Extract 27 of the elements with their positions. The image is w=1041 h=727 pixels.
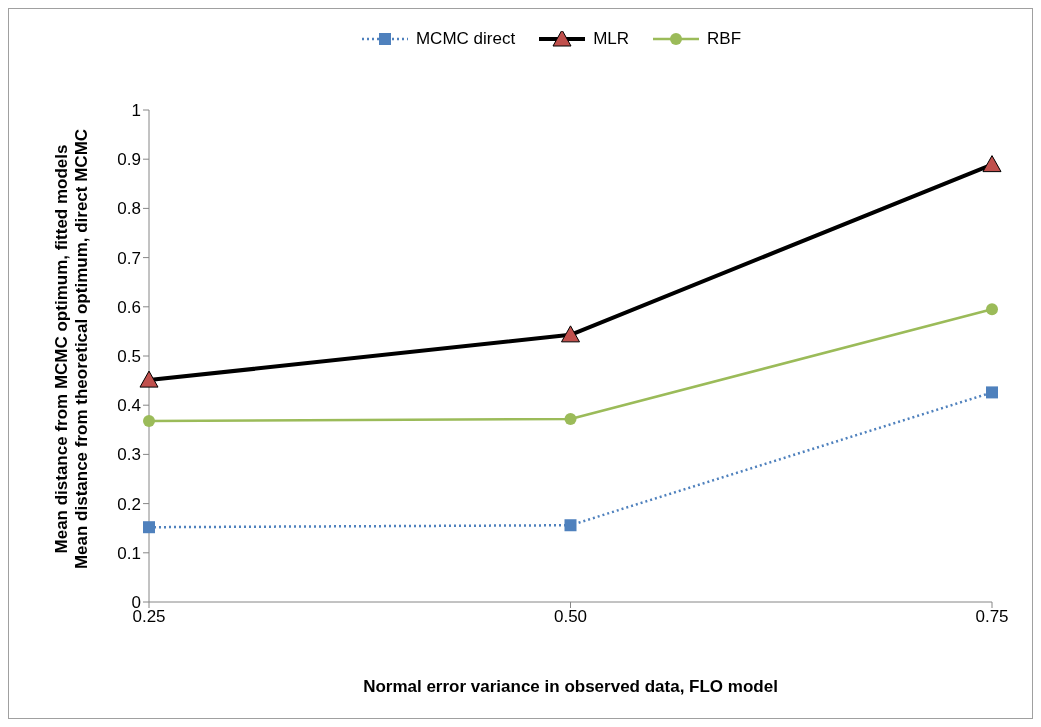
point <box>564 412 577 425</box>
point <box>143 414 155 427</box>
y-tick-label: 0.4 <box>117 396 141 416</box>
y-tick-label: 0.8 <box>117 199 141 219</box>
y-tick-label: 1 <box>131 101 141 121</box>
x-tick-label: 0.50 <box>553 607 588 627</box>
y-tick-label: 0.6 <box>117 297 141 317</box>
x-tick-label: 0.75 <box>975 607 1009 627</box>
y-tick-label: 0.1 <box>117 543 141 563</box>
y-tick-label: 0.7 <box>117 248 141 268</box>
y-tick-label: 0.2 <box>117 494 141 514</box>
legend-label: MCMC direct <box>415 29 516 49</box>
point <box>139 370 159 388</box>
x-axis-title: Normal error variance in observed data, FLO model <box>363 677 778 696</box>
point <box>982 155 1002 173</box>
y-tick-label: 0.5 <box>117 347 141 367</box>
legend-label: RBF <box>707 29 742 49</box>
point <box>561 325 580 343</box>
point <box>564 519 577 532</box>
point <box>986 303 998 316</box>
text: Mean distance from MCMC optimum, fitted models <box>52 144 71 554</box>
y-tick-label: 0.9 <box>117 150 141 170</box>
point <box>986 386 998 399</box>
legend-label: MLR <box>593 29 630 49</box>
point <box>143 521 155 534</box>
text: Mean distance from theoretical optimum, direct MCMC <box>72 128 91 570</box>
y-tick-label: 0.3 <box>117 445 141 465</box>
